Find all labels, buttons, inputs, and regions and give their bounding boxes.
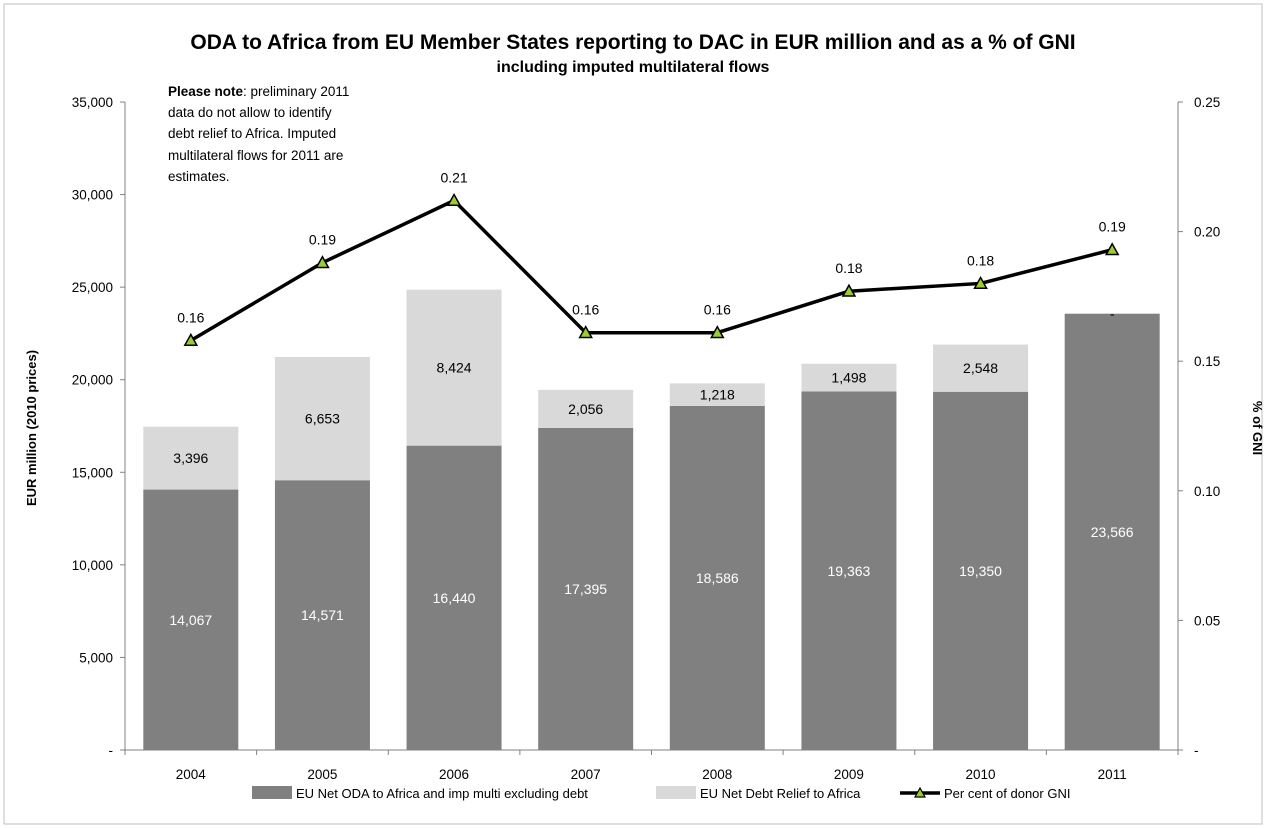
y-tick-label: 15,000 bbox=[72, 465, 113, 480]
bar-debt-relief-label: 1,218 bbox=[700, 387, 735, 403]
gni-marker bbox=[710, 325, 725, 339]
note-line-3: debt relief to Africa. Imputed bbox=[168, 126, 336, 141]
gni-marker bbox=[1104, 242, 1120, 256]
legend-label-oda: EU Net ODA to Africa and imp multi exclu… bbox=[296, 786, 588, 801]
x-tick-label: 2010 bbox=[966, 767, 996, 782]
y-tick-label: 10,000 bbox=[72, 558, 113, 573]
bar-debt-relief bbox=[801, 363, 897, 392]
y2-tick-label: 0.15 bbox=[1194, 354, 1220, 369]
bar-debt-relief bbox=[143, 426, 239, 490]
bar-debt-relief-label: 8,424 bbox=[437, 360, 472, 376]
legend: EU Net ODA to Africa and imp multi exclu… bbox=[252, 786, 1070, 801]
y-tick-label: 30,000 bbox=[72, 188, 113, 203]
x-tick-label: 2007 bbox=[571, 767, 601, 782]
bar-oda bbox=[801, 391, 897, 750]
bar-oda-label: 17,395 bbox=[564, 581, 607, 597]
y-tick-label: - bbox=[109, 743, 114, 758]
legend-swatch-gni-marker bbox=[913, 786, 927, 798]
gni-marker bbox=[841, 283, 857, 297]
gni-line bbox=[189, 198, 1113, 342]
gni-marker bbox=[973, 275, 988, 289]
gni-marker bbox=[578, 325, 593, 339]
bar-debt-relief-label: - bbox=[1110, 306, 1115, 322]
bar-debt-relief bbox=[669, 383, 765, 406]
bar-debt-relief-label: 2,056 bbox=[568, 401, 603, 417]
bar-oda bbox=[406, 445, 502, 750]
bar-debt-relief bbox=[406, 289, 502, 446]
bar-oda bbox=[933, 391, 1029, 750]
y-tick-label: 25,000 bbox=[72, 280, 113, 295]
bar-oda bbox=[538, 427, 634, 750]
gni-label: 0.16 bbox=[704, 302, 731, 318]
note-line-5: estimates. bbox=[168, 169, 230, 184]
bar-oda-label: 18,586 bbox=[696, 570, 739, 586]
bar-oda bbox=[669, 405, 765, 750]
x-tick-label: 2009 bbox=[834, 767, 864, 782]
y-tick-label: 20,000 bbox=[72, 373, 113, 388]
bar-oda-label: 14,067 bbox=[169, 612, 212, 628]
gni-label: 0.16 bbox=[572, 302, 599, 318]
gni-label: 0.19 bbox=[309, 232, 336, 248]
y-tick-label: 35,000 bbox=[72, 95, 113, 110]
y2-tick-label: - bbox=[1194, 743, 1199, 758]
plot-area: - 5,000 10,000 15,000 20,000 25,000 30,000 35,0… bbox=[72, 95, 1221, 782]
gni-marker bbox=[315, 255, 330, 269]
y2-tick-label: 0.20 bbox=[1194, 225, 1220, 240]
legend-swatch-debt-relief bbox=[656, 786, 696, 799]
bar-oda bbox=[143, 489, 239, 750]
note-bold: Please note bbox=[168, 84, 244, 99]
bar-oda-label: 23,566 bbox=[1091, 524, 1134, 540]
x-tick-label: 2006 bbox=[439, 767, 469, 782]
gni-label: 0.19 bbox=[1099, 219, 1126, 235]
gni-label: 0.18 bbox=[967, 252, 994, 268]
y2-tick-label: 0.05 bbox=[1194, 613, 1220, 628]
gni-marker bbox=[446, 192, 462, 207]
bar-oda-label: 19,363 bbox=[828, 563, 871, 579]
y2-tick-label: 0.25 bbox=[1194, 95, 1220, 110]
legend-label-debt-relief: EU Net Debt Relief to Africa bbox=[700, 786, 861, 801]
bar-debt-relief-label: 1,498 bbox=[831, 370, 866, 386]
bar-oda bbox=[1064, 313, 1160, 750]
y-tick-label: 5,000 bbox=[79, 650, 113, 665]
bar-debt-relief bbox=[933, 344, 1029, 392]
bar-debt-relief-label: 6,653 bbox=[305, 411, 340, 427]
gni-marker bbox=[183, 332, 199, 347]
x-tick-label: 2005 bbox=[307, 767, 337, 782]
gni-label: 0.21 bbox=[440, 169, 467, 185]
bar-oda-label: 14,571 bbox=[301, 607, 344, 623]
gni-label: 0.16 bbox=[177, 309, 204, 325]
bar-oda-label: 16,440 bbox=[433, 590, 476, 606]
x-tick-label: 2004 bbox=[176, 767, 207, 782]
legend-swatch-oda bbox=[252, 786, 292, 799]
x-tick-label: 2008 bbox=[702, 767, 732, 782]
bar-debt-relief bbox=[274, 357, 370, 481]
bar-debt-relief bbox=[538, 389, 634, 428]
chart-title: ODA to Africa from EU Member States repo… bbox=[190, 31, 1075, 54]
chart-subtitle: including imputed multilateral flows bbox=[497, 59, 770, 76]
y2-axis-title: % of GNI bbox=[1250, 401, 1265, 455]
bar-oda bbox=[274, 480, 370, 750]
bar-debt-relief-label: 2,548 bbox=[963, 360, 998, 376]
note-line-1: Please note: preliminary 2011 bbox=[168, 84, 349, 99]
y2-tick-label: 0.10 bbox=[1194, 484, 1220, 499]
y-axis-title: EUR million (2010 prices) bbox=[24, 350, 39, 506]
x-tick-label: 2011 bbox=[1098, 767, 1127, 782]
gni-label: 0.18 bbox=[835, 260, 862, 276]
bar-debt-relief-label: 3,396 bbox=[173, 450, 208, 466]
note-line-2: data do not allow to identify bbox=[168, 105, 332, 120]
legend-label-gni: Per cent of donor GNI bbox=[944, 786, 1070, 801]
note-line-4: multilateral flows for 2011 are bbox=[168, 148, 343, 163]
bar-oda-label: 19,350 bbox=[959, 563, 1002, 579]
note-line-1-rest: : preliminary 2011 bbox=[243, 84, 349, 99]
